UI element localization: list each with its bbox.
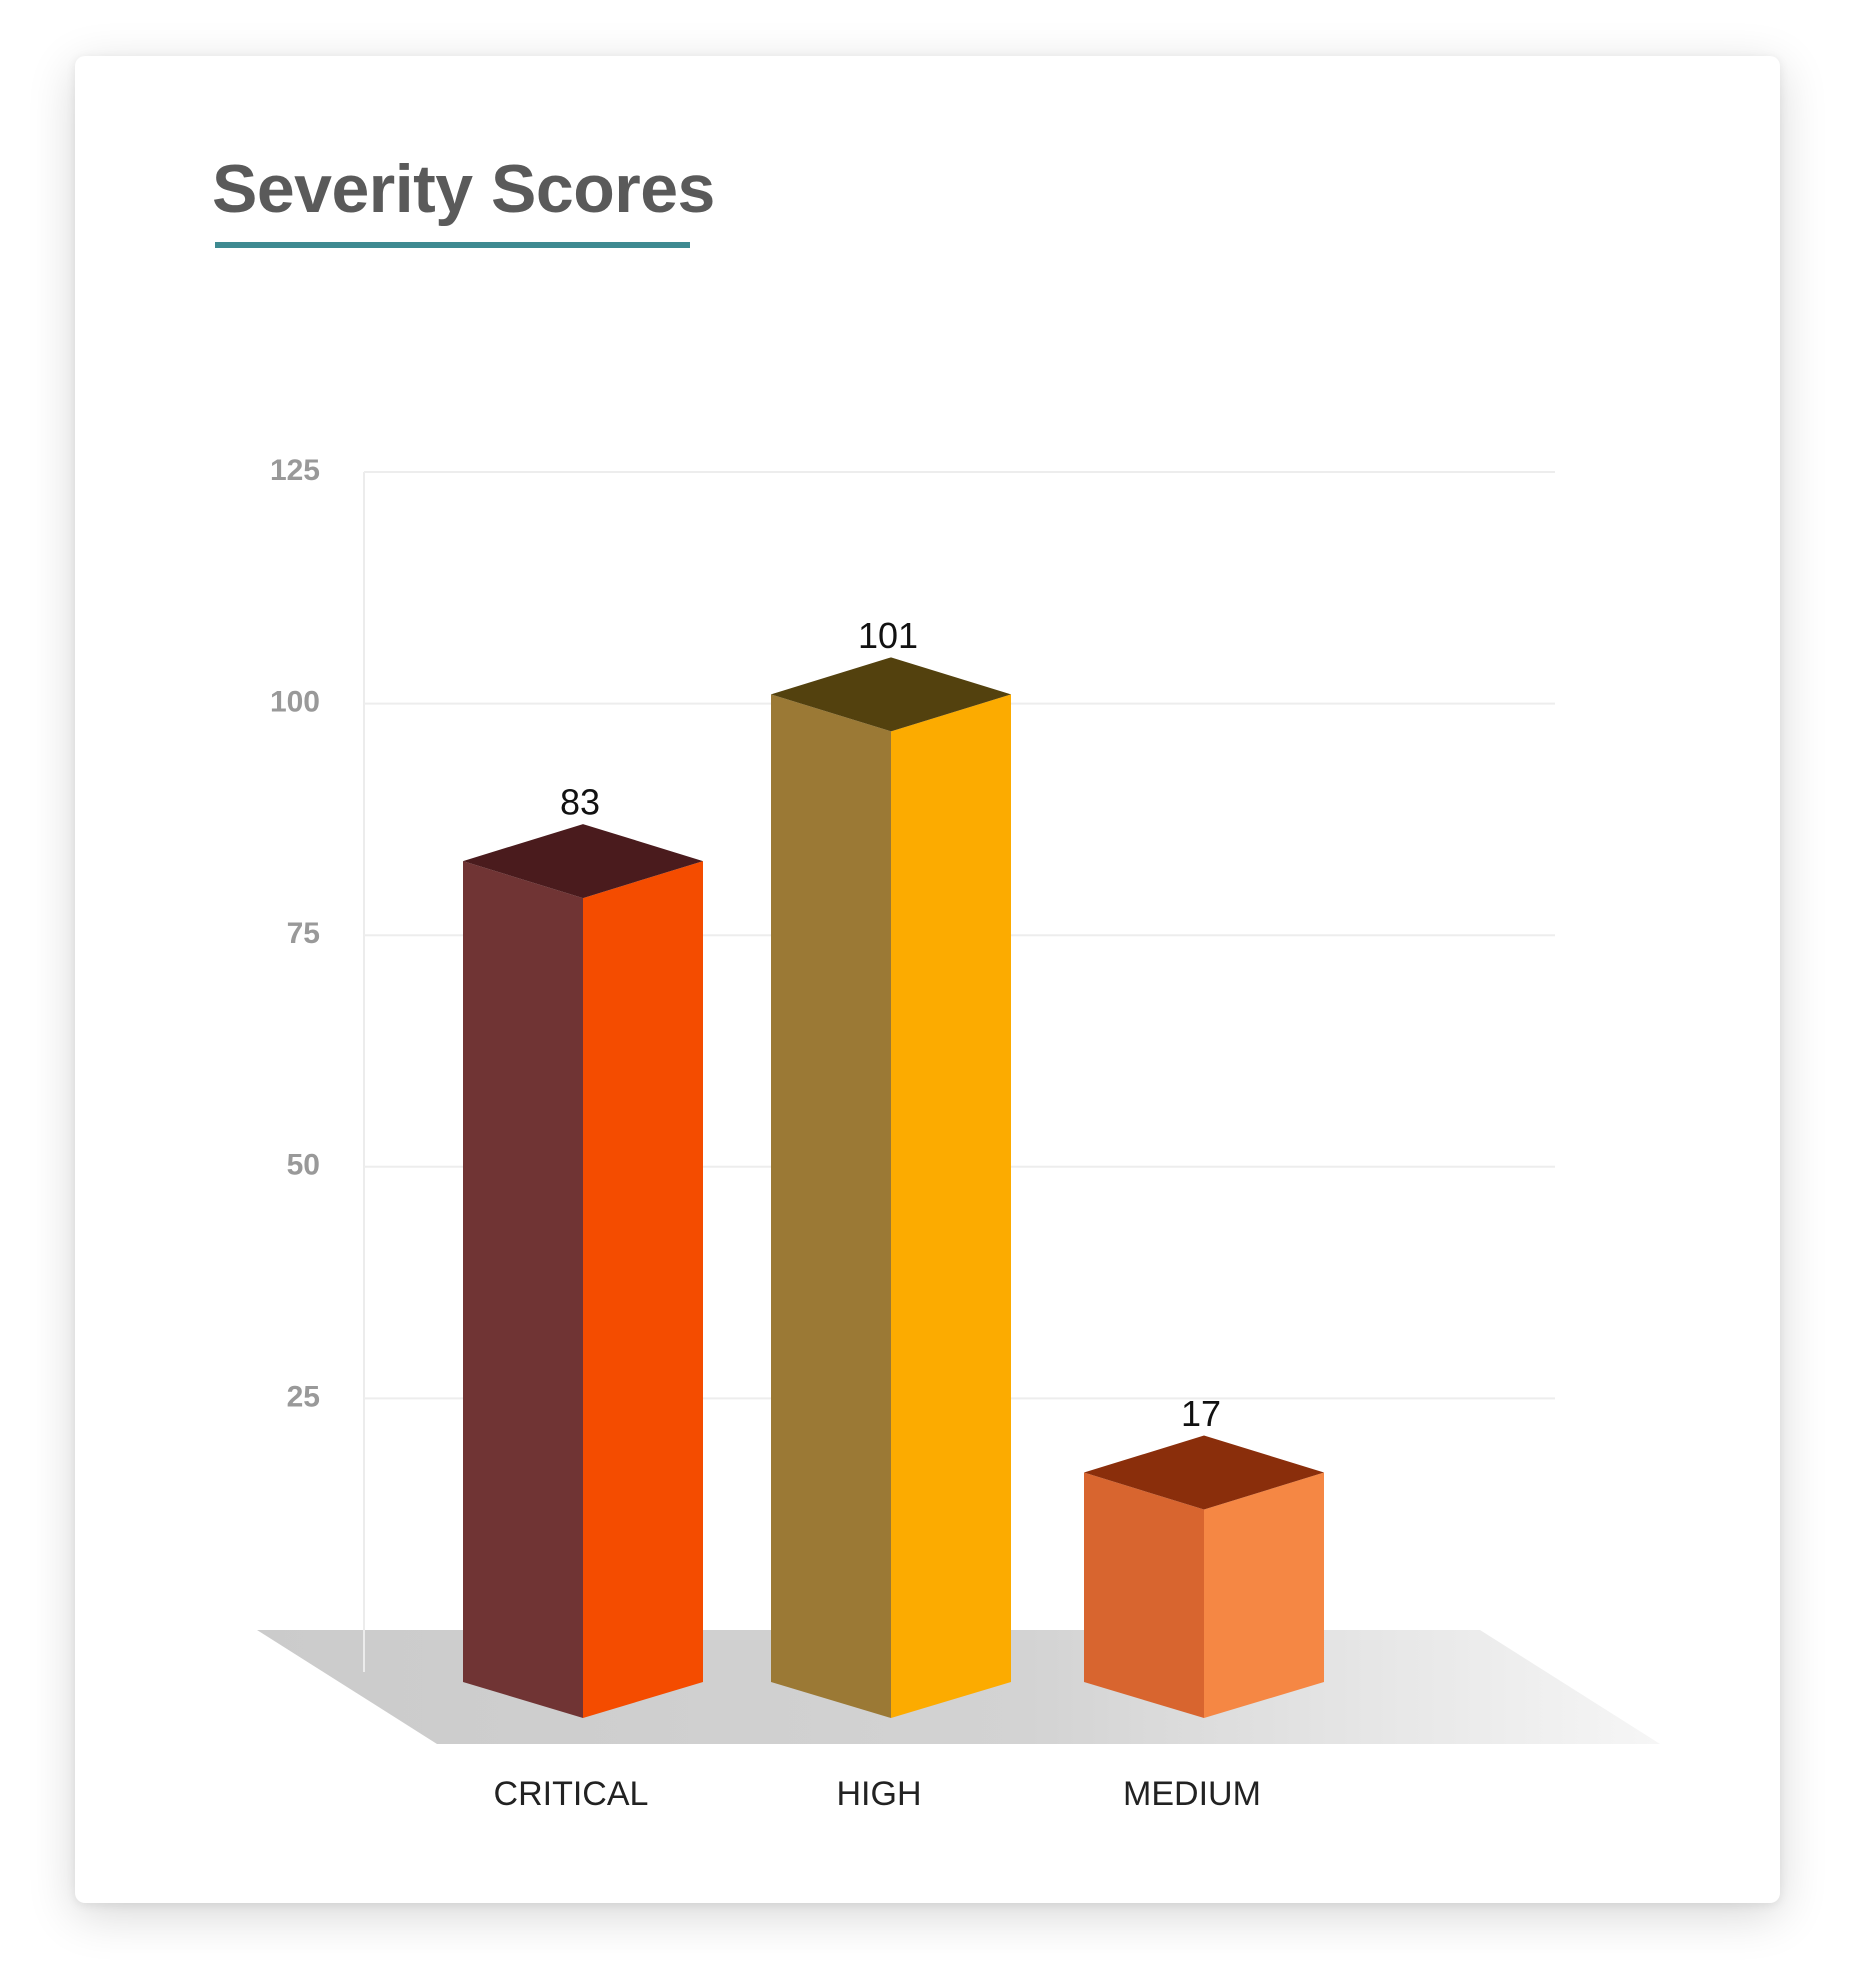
- bar-top-face: [1084, 1435, 1324, 1510]
- y-tick-label: 75: [287, 917, 320, 950]
- bar-front-face: [891, 694, 1011, 1718]
- bar-critical: [463, 824, 703, 1718]
- data-label: 83: [560, 782, 600, 823]
- bar-high: [771, 657, 1011, 1718]
- data-label: 17: [1181, 1393, 1221, 1434]
- data-label: 101: [858, 615, 918, 656]
- bar-side-face: [771, 694, 891, 1718]
- bar-top-face: [771, 657, 1011, 732]
- bar-front-face: [583, 861, 703, 1718]
- y-tick-label: 100: [270, 686, 320, 719]
- bar-medium: [1084, 1435, 1324, 1718]
- bar-side-face: [1084, 1472, 1204, 1718]
- y-tick-label: 50: [287, 1149, 320, 1182]
- bar-front-face: [1204, 1472, 1324, 1718]
- x-tick-label: HIGH: [837, 1775, 922, 1813]
- chart-title: Severity Scores: [212, 151, 715, 227]
- y-tick-label: 25: [287, 1380, 320, 1413]
- x-tick-label: MEDIUM: [1123, 1775, 1261, 1813]
- x-tick-label: CRITICAL: [494, 1775, 649, 1813]
- title-underline: [215, 242, 690, 248]
- bar-top-face: [463, 824, 703, 899]
- bar-side-face: [463, 861, 583, 1718]
- y-tick-label: 125: [270, 454, 320, 487]
